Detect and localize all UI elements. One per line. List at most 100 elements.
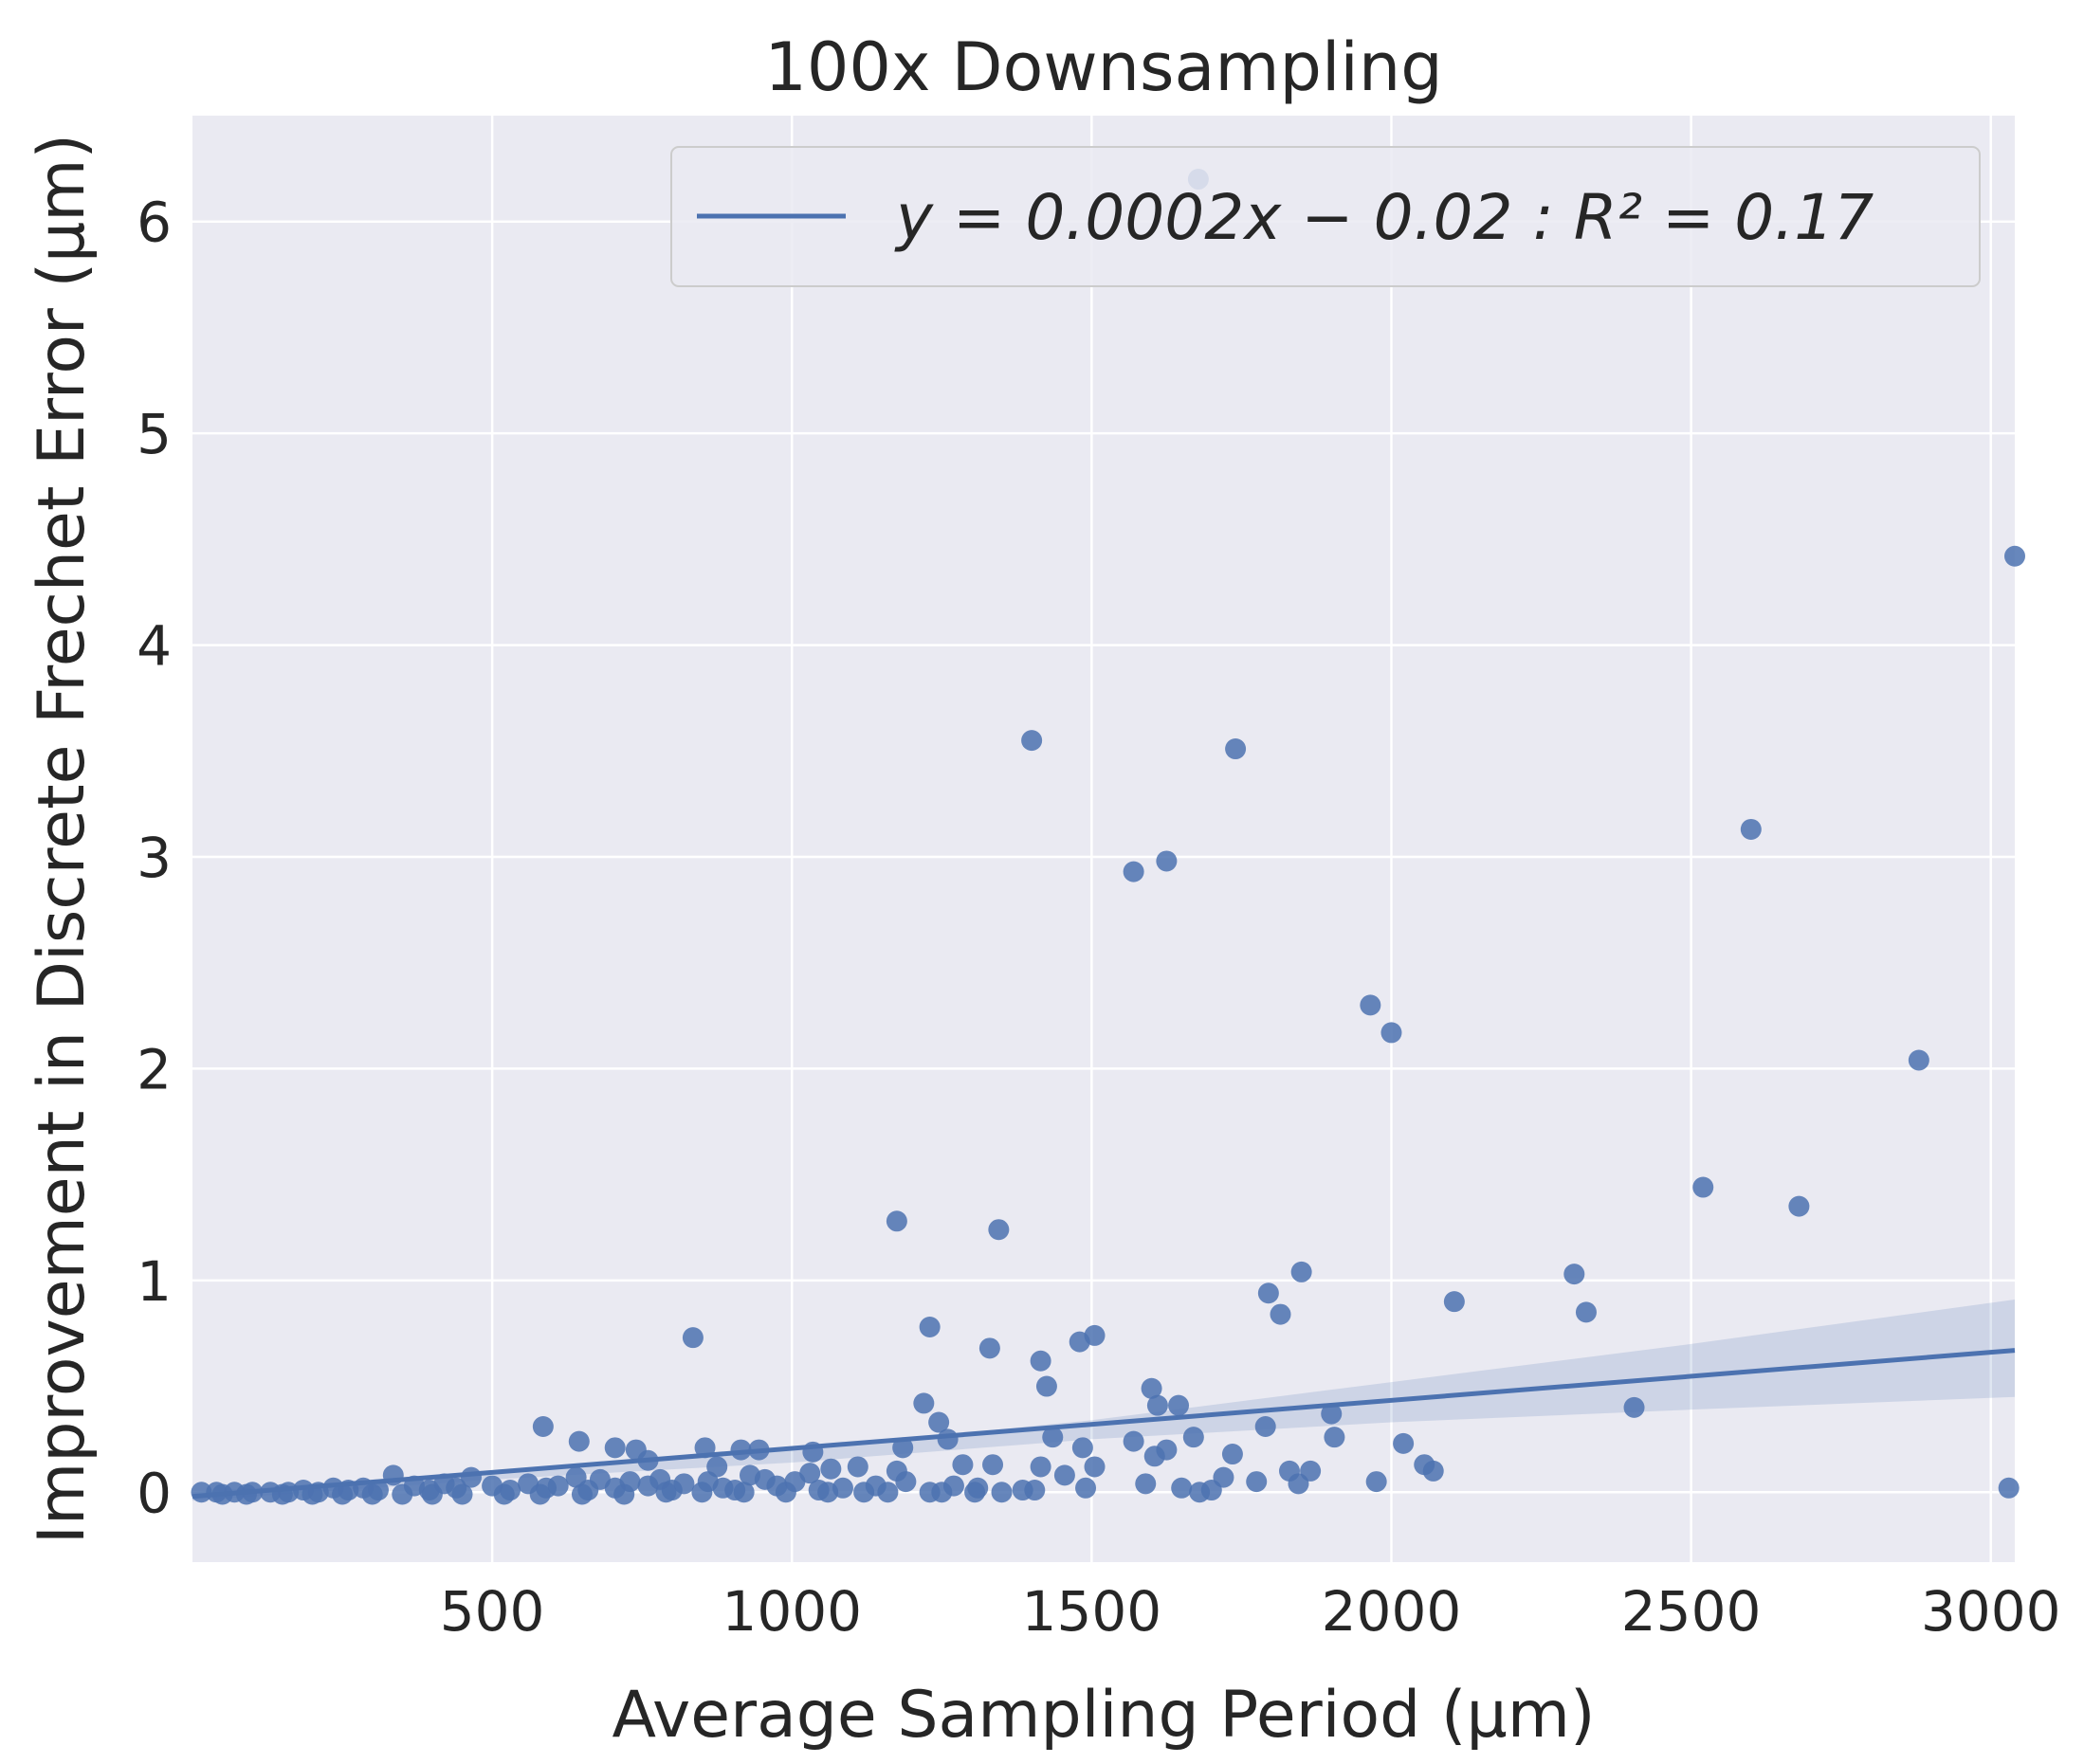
data-point bbox=[919, 1482, 941, 1503]
data-point bbox=[1200, 1480, 1222, 1501]
x-tick-label: 1500 bbox=[1022, 1579, 1162, 1644]
data-point bbox=[191, 1482, 212, 1503]
data-point bbox=[1071, 1437, 1093, 1459]
data-point bbox=[1135, 1473, 1157, 1495]
x-tick-labels: 500 1000 1500 2000 2500 3000 bbox=[440, 1579, 2061, 1644]
data-point bbox=[613, 1483, 635, 1505]
data-point bbox=[1290, 1261, 1312, 1282]
grid-lines bbox=[192, 116, 2015, 1562]
data-point bbox=[1075, 1477, 1097, 1499]
data-point bbox=[1380, 1022, 1402, 1044]
data-point bbox=[817, 1482, 839, 1503]
legend: y = 0.0002x − 0.02 : R² = 0.17 bbox=[670, 146, 1981, 287]
data-point bbox=[937, 1428, 959, 1450]
data-point bbox=[1257, 1282, 1279, 1304]
data-point bbox=[1692, 1176, 1714, 1198]
x-tick-label: 3000 bbox=[1921, 1579, 2061, 1644]
data-point bbox=[1084, 1456, 1106, 1478]
data-point bbox=[1740, 818, 1762, 840]
data-point bbox=[1998, 1477, 2020, 1499]
y-tick-label: 5 bbox=[137, 402, 172, 466]
data-point bbox=[655, 1482, 677, 1503]
data-point bbox=[1141, 1377, 1162, 1399]
data-point bbox=[604, 1437, 626, 1459]
data-point bbox=[853, 1482, 875, 1503]
y-tick-label: 0 bbox=[137, 1461, 172, 1525]
data-point bbox=[1053, 1464, 1075, 1486]
y-tick-label: 2 bbox=[137, 1037, 172, 1101]
data-point bbox=[1422, 1460, 1444, 1482]
data-point bbox=[392, 1483, 413, 1505]
data-point bbox=[928, 1411, 950, 1433]
legend-label: y = 0.0002x − 0.02 : R² = 0.17 bbox=[894, 181, 1874, 254]
data-point bbox=[1143, 1446, 1165, 1467]
data-point bbox=[952, 1454, 974, 1476]
data-point bbox=[1042, 1427, 1064, 1448]
data-point bbox=[1788, 1195, 1810, 1217]
x-tick-label: 500 bbox=[440, 1579, 545, 1644]
data-point bbox=[1288, 1473, 1309, 1495]
y-tick-label: 3 bbox=[137, 826, 172, 890]
data-point bbox=[691, 1482, 713, 1503]
y-tick-label: 6 bbox=[137, 191, 172, 255]
data-point bbox=[565, 1466, 587, 1488]
data-point bbox=[733, 1482, 755, 1503]
data-point bbox=[332, 1483, 354, 1505]
data-point bbox=[1012, 1480, 1033, 1501]
data-point bbox=[1324, 1427, 1345, 1448]
data-point bbox=[1908, 1049, 1929, 1071]
data-point bbox=[919, 1316, 941, 1337]
data-point bbox=[493, 1483, 515, 1505]
data-point bbox=[1171, 1477, 1193, 1499]
data-point bbox=[637, 1475, 659, 1497]
data-point bbox=[886, 1460, 907, 1482]
data-point bbox=[1254, 1416, 1276, 1438]
x-axis-label: Average Sampling Period (μm) bbox=[612, 1678, 1596, 1753]
data-point bbox=[877, 1482, 899, 1503]
data-point bbox=[1270, 1303, 1291, 1325]
data-point bbox=[421, 1483, 443, 1505]
data-point bbox=[1563, 1264, 1585, 1285]
data-point bbox=[571, 1483, 593, 1505]
data-point bbox=[451, 1483, 473, 1505]
data-point bbox=[820, 1458, 842, 1480]
data-point bbox=[739, 1464, 760, 1486]
data-point bbox=[1623, 1396, 1645, 1418]
data-point bbox=[1035, 1375, 1057, 1397]
data-point bbox=[988, 1219, 1010, 1241]
legend-box bbox=[670, 146, 1981, 287]
data-point bbox=[1123, 1430, 1144, 1452]
data-point bbox=[361, 1483, 383, 1505]
data-point bbox=[1221, 1444, 1243, 1465]
data-point bbox=[978, 1337, 1000, 1359]
data-point bbox=[775, 1482, 796, 1503]
data-point bbox=[682, 1327, 704, 1349]
regression-line bbox=[192, 1348, 2016, 1500]
data-point bbox=[1365, 1471, 1387, 1493]
data-point bbox=[1021, 730, 1043, 752]
data-point bbox=[1030, 1350, 1051, 1372]
data-point bbox=[991, 1482, 1013, 1503]
data-point bbox=[886, 1210, 907, 1232]
data-point bbox=[529, 1483, 551, 1505]
data-point bbox=[568, 1430, 590, 1452]
data-point bbox=[982, 1454, 1004, 1476]
data-point bbox=[1182, 1427, 1204, 1448]
data-point bbox=[1084, 1324, 1106, 1346]
x-tick-label: 1000 bbox=[722, 1579, 862, 1644]
data-point bbox=[913, 1392, 935, 1414]
x-tick-label: 2500 bbox=[1621, 1579, 1762, 1644]
data-point bbox=[1575, 1301, 1597, 1323]
y-tick-label: 1 bbox=[137, 1249, 172, 1314]
data-point bbox=[1146, 1394, 1168, 1416]
data-point bbox=[1030, 1456, 1051, 1478]
plot-background bbox=[192, 116, 2015, 1562]
data-point bbox=[964, 1482, 986, 1503]
data-point bbox=[1321, 1403, 1343, 1425]
data-point bbox=[892, 1437, 914, 1459]
data-point bbox=[1246, 1471, 1268, 1493]
data-point bbox=[1443, 1291, 1465, 1313]
y-tick-label: 4 bbox=[137, 614, 172, 679]
y-axis-label: Improvement in Discrete Frechet Error (μ… bbox=[25, 134, 100, 1544]
